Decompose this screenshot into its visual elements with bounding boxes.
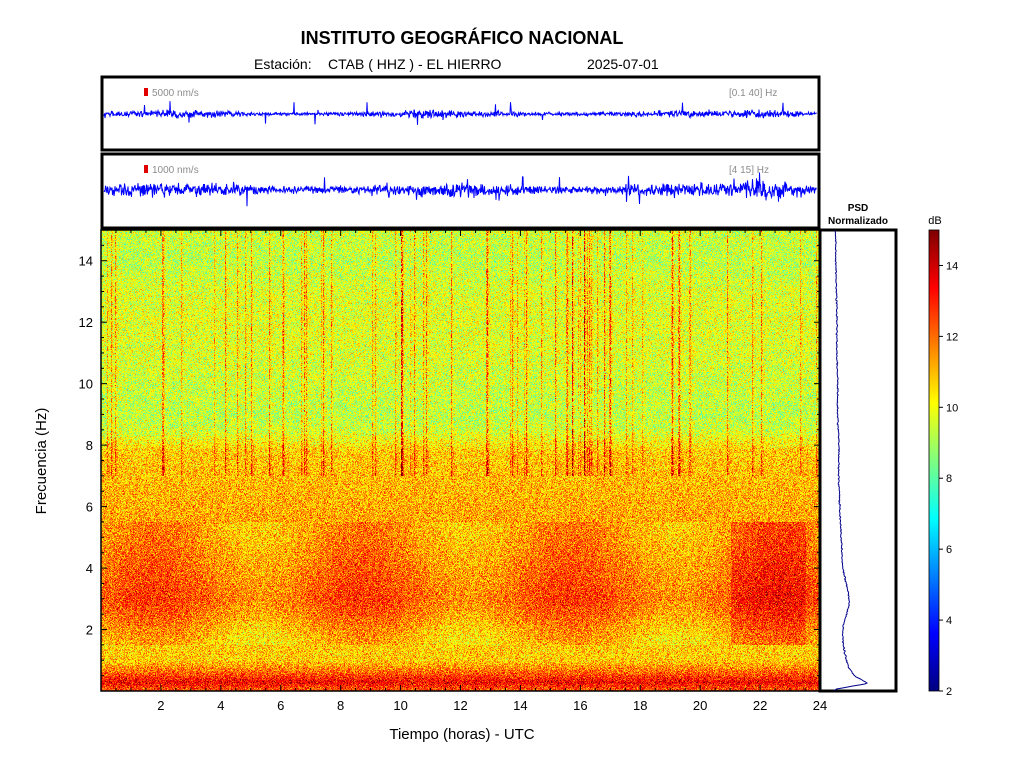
colorbar-unit: dB: [928, 215, 941, 227]
seismogram-panel-broadband: 5000 nm/s [0.1 40] Hz: [100, 75, 821, 152]
y-tick-label: 14: [79, 254, 93, 269]
psd-curve: [834, 230, 868, 691]
x-tick-label: 24: [813, 698, 827, 713]
colorbar-tick-label: 14: [946, 260, 958, 272]
spectrogram-image: [101, 230, 820, 691]
scale-bar-filtered: [144, 165, 148, 173]
station-date: 2025-07-01: [587, 56, 659, 72]
x-tick-label: 8: [337, 698, 344, 713]
x-axis-label: Tiempo (horas) - UTC: [389, 726, 534, 743]
colorbar: dB 2 4 6 8 10 12 14: [928, 215, 958, 698]
x-tick-label: 22: [753, 698, 767, 713]
x-tick-label: 14: [513, 698, 527, 713]
colorbar-tick-label: 8: [946, 473, 952, 485]
station-label: Estación:: [254, 56, 312, 72]
x-tick-label: 6: [277, 698, 284, 713]
figure-title: INSTITUTO GEOGRÁFICO NACIONAL: [301, 27, 624, 48]
psd-panel: PSD Normalizado: [818, 203, 898, 693]
trace-scale-broadband: 5000 nm/s: [152, 88, 199, 99]
y-tick-label: 8: [86, 438, 93, 453]
colorbar-tick-label: 6: [946, 544, 952, 556]
y-tick-label: 10: [79, 377, 93, 392]
y-tick-label: 4: [86, 561, 93, 576]
scale-bar-broadband: [144, 88, 148, 96]
y-axis-label: Frecuencia (Hz): [33, 408, 50, 515]
x-tick-label: 4: [217, 698, 224, 713]
trace-band-broadband: [0.1 40] Hz: [729, 88, 777, 99]
trace-scale-filtered: 1000 nm/s: [152, 165, 199, 176]
trace-band-filtered: [4 15] Hz: [729, 165, 769, 176]
station-name: CTAB ( HHZ ) - EL HIERRO: [328, 56, 502, 72]
seismogram-panel-filtered: 1000 nm/s [4 15] Hz: [100, 152, 821, 230]
colorbar-tick-label: 4: [946, 615, 952, 627]
x-tick-label: 12: [453, 698, 467, 713]
y-tick-label: 6: [86, 500, 93, 515]
psd-subtitle: Normalizado: [828, 216, 888, 227]
seismogram-trace-filtered: [103, 172, 817, 207]
colorbar-tick-label: 10: [946, 402, 958, 414]
colorbar-tick-label: 2: [946, 686, 952, 698]
x-tick-label: 10: [393, 698, 407, 713]
psd-title: PSD: [848, 203, 869, 214]
colorbar-gradient: [928, 229, 940, 692]
x-tick-label: 18: [633, 698, 647, 713]
x-tick-label: 2: [157, 698, 164, 713]
seismogram-trace-broadband: [103, 101, 817, 125]
y-tick-label: 2: [86, 623, 93, 638]
colorbar-tick-label: 12: [946, 331, 958, 343]
y-tick-label: 12: [79, 315, 93, 330]
x-tick-label: 16: [573, 698, 587, 713]
x-tick-label: 20: [693, 698, 707, 713]
